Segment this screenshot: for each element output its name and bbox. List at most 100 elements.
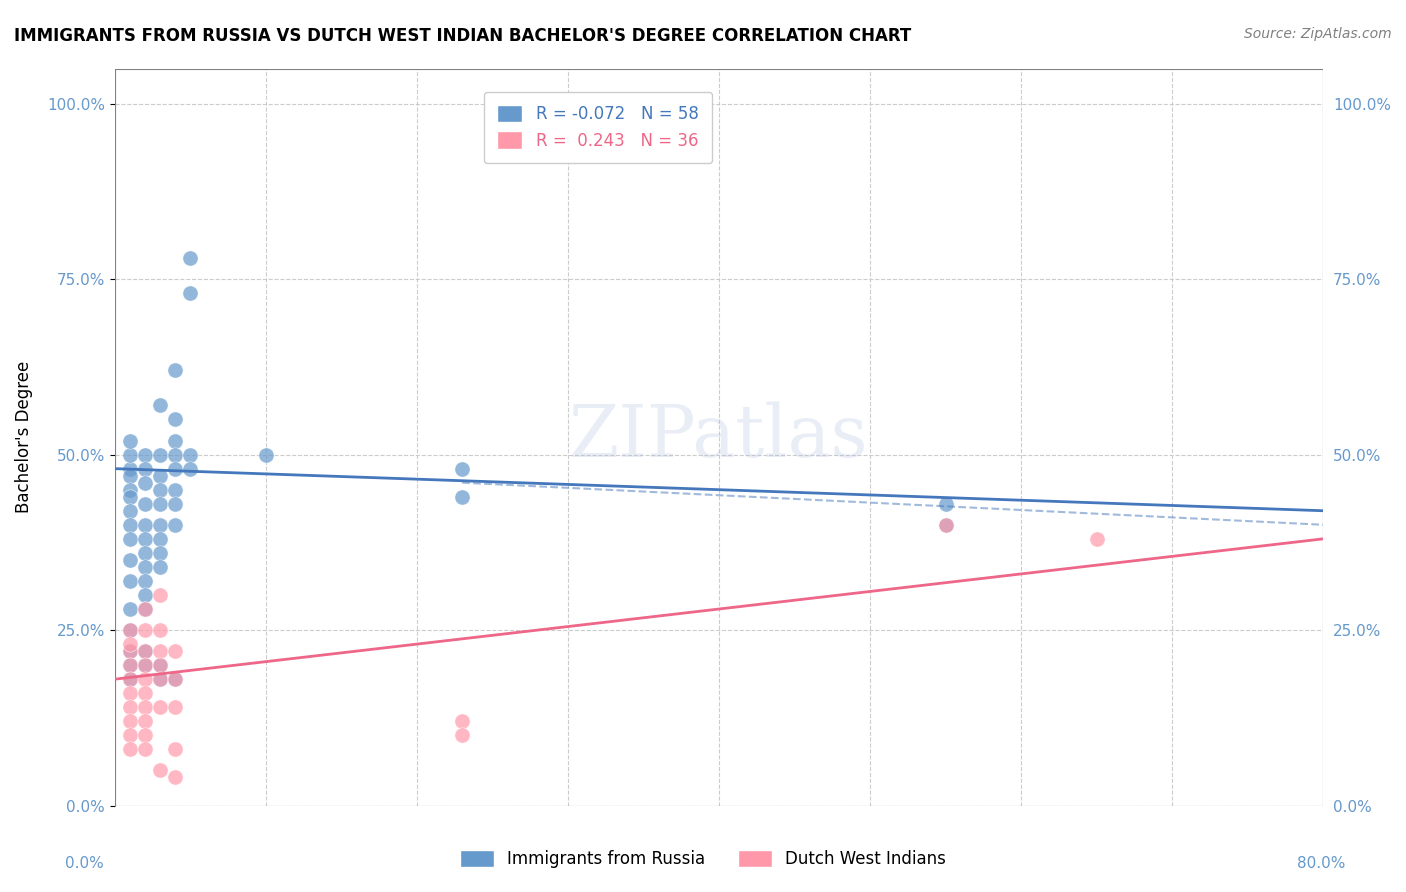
Point: [254, 448, 277, 462]
Point: [163, 434, 186, 448]
Point: [118, 728, 141, 742]
Point: [118, 742, 141, 756]
Point: [134, 532, 156, 546]
Point: [134, 448, 156, 462]
Point: [134, 497, 156, 511]
Text: IMMIGRANTS FROM RUSSIA VS DUTCH WEST INDIAN BACHELOR'S DEGREE CORRELATION CHART: IMMIGRANTS FROM RUSSIA VS DUTCH WEST IND…: [14, 27, 911, 45]
Legend: Immigrants from Russia, Dutch West Indians: Immigrants from Russia, Dutch West India…: [454, 843, 952, 875]
Point: [1085, 532, 1108, 546]
Point: [134, 644, 156, 658]
Point: [118, 490, 141, 504]
Point: [149, 560, 172, 574]
Point: [118, 623, 141, 637]
Point: [134, 644, 156, 658]
Point: [179, 251, 201, 265]
Point: [134, 658, 156, 673]
Point: [935, 497, 957, 511]
Point: [149, 588, 172, 602]
Point: [118, 434, 141, 448]
Point: [118, 637, 141, 651]
Point: [134, 517, 156, 532]
Point: [149, 448, 172, 462]
Point: [134, 686, 156, 700]
Point: [163, 672, 186, 686]
Point: [118, 602, 141, 616]
Point: [163, 483, 186, 497]
Point: [149, 468, 172, 483]
Point: [134, 742, 156, 756]
Point: [149, 517, 172, 532]
Point: [163, 363, 186, 377]
Point: [118, 714, 141, 729]
Point: [149, 623, 172, 637]
Point: [149, 546, 172, 560]
Point: [163, 517, 186, 532]
Point: [134, 672, 156, 686]
Point: [149, 644, 172, 658]
Point: [163, 771, 186, 785]
Text: Source: ZipAtlas.com: Source: ZipAtlas.com: [1244, 27, 1392, 41]
Point: [118, 461, 141, 475]
Text: 80.0%: 80.0%: [1298, 856, 1346, 871]
Text: 0.0%: 0.0%: [65, 856, 104, 871]
Point: [179, 286, 201, 301]
Point: [451, 490, 474, 504]
Point: [163, 742, 186, 756]
Y-axis label: Bachelor's Degree: Bachelor's Degree: [15, 361, 32, 513]
Point: [935, 517, 957, 532]
Point: [134, 546, 156, 560]
Point: [118, 658, 141, 673]
Point: [149, 672, 172, 686]
Point: [118, 532, 141, 546]
Point: [163, 644, 186, 658]
Point: [134, 602, 156, 616]
Point: [163, 700, 186, 714]
Point: [134, 588, 156, 602]
Point: [935, 517, 957, 532]
Point: [149, 658, 172, 673]
Point: [149, 764, 172, 778]
Point: [118, 448, 141, 462]
Point: [118, 517, 141, 532]
Point: [451, 461, 474, 475]
Point: [149, 399, 172, 413]
Point: [134, 623, 156, 637]
Point: [149, 672, 172, 686]
Point: [118, 553, 141, 567]
Point: [163, 497, 186, 511]
Point: [118, 658, 141, 673]
Point: [163, 461, 186, 475]
Point: [451, 728, 474, 742]
Point: [118, 700, 141, 714]
Point: [134, 560, 156, 574]
Point: [134, 714, 156, 729]
Point: [134, 728, 156, 742]
Point: [118, 574, 141, 588]
Point: [163, 412, 186, 426]
Point: [118, 468, 141, 483]
Point: [149, 483, 172, 497]
Point: [134, 602, 156, 616]
Point: [149, 700, 172, 714]
Point: [134, 700, 156, 714]
Point: [451, 714, 474, 729]
Point: [118, 672, 141, 686]
Point: [163, 448, 186, 462]
Point: [118, 644, 141, 658]
Point: [118, 644, 141, 658]
Point: [134, 658, 156, 673]
Point: [118, 483, 141, 497]
Point: [134, 461, 156, 475]
Point: [118, 504, 141, 518]
Point: [118, 672, 141, 686]
Point: [134, 574, 156, 588]
Legend: R = -0.072   N = 58, R =  0.243   N = 36: R = -0.072 N = 58, R = 0.243 N = 36: [484, 92, 711, 163]
Point: [149, 658, 172, 673]
Point: [134, 475, 156, 490]
Point: [149, 532, 172, 546]
Point: [179, 448, 201, 462]
Point: [118, 686, 141, 700]
Point: [118, 623, 141, 637]
Point: [149, 497, 172, 511]
Text: ZIPatlas: ZIPatlas: [569, 401, 869, 472]
